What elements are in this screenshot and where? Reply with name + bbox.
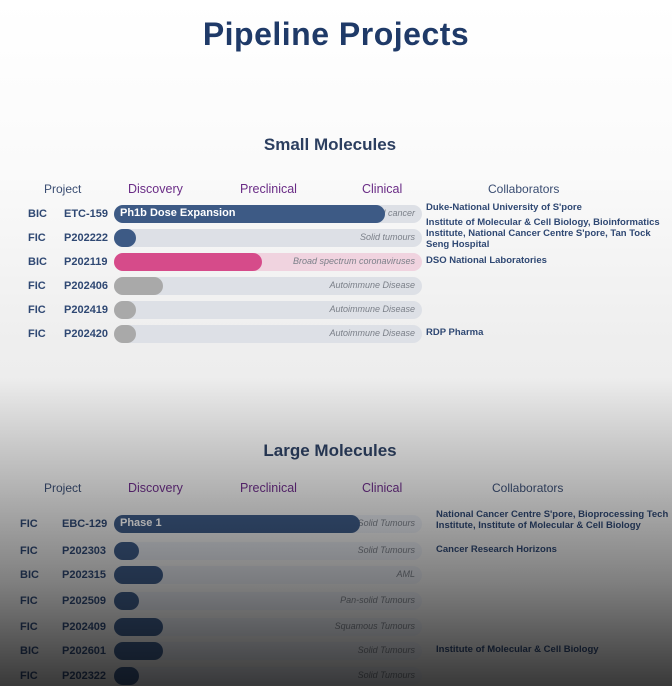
header-preclinical: Preclinical (240, 481, 297, 495)
project-row[interactable]: FIC P202409 Squamous Tumours (0, 618, 672, 638)
project-type: BIC (20, 569, 39, 581)
progress-bar (114, 277, 164, 295)
progress-track: Colorectal, Ovarian, Endometrial cancer … (114, 205, 422, 223)
header-project: Project (44, 481, 82, 495)
project-code: EBC-129 (62, 518, 108, 530)
project-type: FIC (28, 328, 46, 340)
section-title: Small Molecules (263, 135, 397, 154)
page-title: Pipeline Projects (202, 16, 470, 52)
project-code: P202406 (64, 280, 109, 292)
indication: AML (396, 569, 415, 579)
progress-bar (114, 542, 139, 560)
project-code: P202419 (64, 304, 109, 316)
progress-track: Solid tumours (114, 229, 422, 247)
indication: Solid Tumours (357, 645, 415, 655)
progress-track: Pan-solid Tumours (114, 592, 422, 610)
progress-track: AML (114, 566, 422, 584)
project-code: P202222 (64, 232, 109, 244)
project-code: P202420 (64, 328, 109, 340)
project-row[interactable]: BIC P202119 Broad spectrum coronaviruses… (0, 253, 672, 273)
project-code: P202409 (62, 621, 107, 633)
indication: Autoimmune Disease (329, 328, 415, 338)
indication: Pan-solid Tumours (340, 595, 415, 605)
project-code: P202303 (62, 545, 107, 557)
header-discovery: Discovery (128, 481, 183, 495)
collaborators: Institute of Molecular & Cell Biology (436, 644, 599, 655)
header-preclinical: Preclinical (240, 182, 297, 196)
project-code: P202322 (62, 670, 107, 682)
indication: Autoimmune Disease (329, 304, 415, 314)
collaborators: RDP Pharma (426, 327, 484, 338)
progress-track: Solid Tumours (114, 542, 422, 560)
project-row[interactable]: BIC P202601 Solid Tumours Institute of M… (0, 642, 672, 662)
progress-track: Broad spectrum coronaviruses (114, 253, 422, 271)
progress-track: Squamous Tumours (114, 618, 422, 636)
project-type: FIC (20, 518, 38, 530)
project-row[interactable]: FIC P202419 Autoimmune Disease (0, 301, 672, 321)
progress-bar (114, 229, 136, 247)
project-type: BIC (20, 645, 39, 657)
progress-bar (114, 667, 139, 685)
section-title: Large Molecules (263, 441, 397, 460)
project-type: FIC (20, 621, 38, 633)
header-project: Project (44, 182, 82, 196)
project-type: BIC (28, 256, 47, 268)
progress-bar (114, 566, 164, 584)
progress-bar (114, 301, 136, 319)
project-type: FIC (20, 545, 38, 557)
project-code: P202119 (64, 256, 108, 268)
project-row[interactable]: FIC P202509 Pan-solid Tumours (0, 592, 672, 612)
progress-track: Autoimmune Disease (114, 277, 422, 295)
indication: Squamous Tumours (334, 621, 415, 631)
progress-track: Autoimmune Disease (114, 301, 422, 319)
project-code: ETC-159 (64, 208, 109, 220)
phase-label: Phase 1 (120, 517, 162, 529)
progress-bar: Phase 1 (114, 515, 361, 533)
header-clinical: Clinical (362, 481, 403, 495)
project-row[interactable]: BIC P202315 AML (0, 566, 672, 586)
project-row[interactable]: FIC P202222 Solid tumours Institute of M… (0, 217, 672, 250)
project-code: P202509 (62, 595, 107, 607)
indication: Solid Tumours (357, 545, 415, 555)
project-row[interactable]: FIC EBC-129 Pan-Solid Tumours Phase 1 Na… (0, 509, 672, 535)
collaborators: Institute of Molecular & Cell Biology, B… (426, 217, 660, 250)
project-type: FIC (20, 595, 38, 607)
project-type: FIC (28, 232, 46, 244)
phase-label: Ph1b Dose Expansion (120, 207, 236, 219)
collaborators: National Cancer Centre S'pore, Bioproces… (436, 509, 669, 531)
progress-bar (114, 325, 136, 343)
project-code: P202601 (62, 645, 107, 657)
header-collaborators: Collaborators (488, 182, 560, 196)
progress-track: Solid Tumours (114, 667, 422, 685)
collaborators: Duke-National University of S'pore (426, 202, 582, 213)
header-clinical: Clinical (362, 182, 403, 196)
collaborators: Cancer Research Horizons (436, 544, 557, 555)
indication: Broad spectrum coronaviruses (292, 256, 415, 266)
indication: Solid tumours (359, 232, 415, 242)
progress-bar: Ph1b Dose Expansion (114, 205, 386, 223)
project-type: BIC (28, 208, 47, 220)
header-collaborators: Collaborators (492, 481, 564, 495)
project-type: FIC (28, 304, 46, 316)
project-row[interactable]: FIC P202322 Solid Tumours (0, 667, 672, 687)
project-row[interactable]: FIC P202406 Autoimmune Disease (0, 277, 672, 297)
indication: Autoimmune Disease (329, 280, 415, 290)
header-discovery: Discovery (128, 182, 183, 196)
progress-bar (114, 642, 164, 660)
collaborators: DSO National Laboratories (426, 255, 547, 266)
project-row[interactable]: FIC P202420 Autoimmune Disease RDP Pharm… (0, 325, 672, 345)
progress-bar (114, 253, 262, 271)
progress-track: Autoimmune Disease (114, 325, 422, 343)
project-type: FIC (28, 280, 46, 292)
progress-bar (114, 592, 139, 610)
indication: Solid Tumours (357, 670, 415, 680)
progress-track: Pan-Solid Tumours Phase 1 (114, 515, 422, 533)
project-type: FIC (20, 670, 38, 682)
project-row[interactable]: FIC P202303 Solid Tumours Cancer Researc… (0, 542, 672, 562)
progress-track: Solid Tumours (114, 642, 422, 660)
progress-bar (114, 618, 164, 636)
project-code: P202315 (62, 569, 107, 581)
